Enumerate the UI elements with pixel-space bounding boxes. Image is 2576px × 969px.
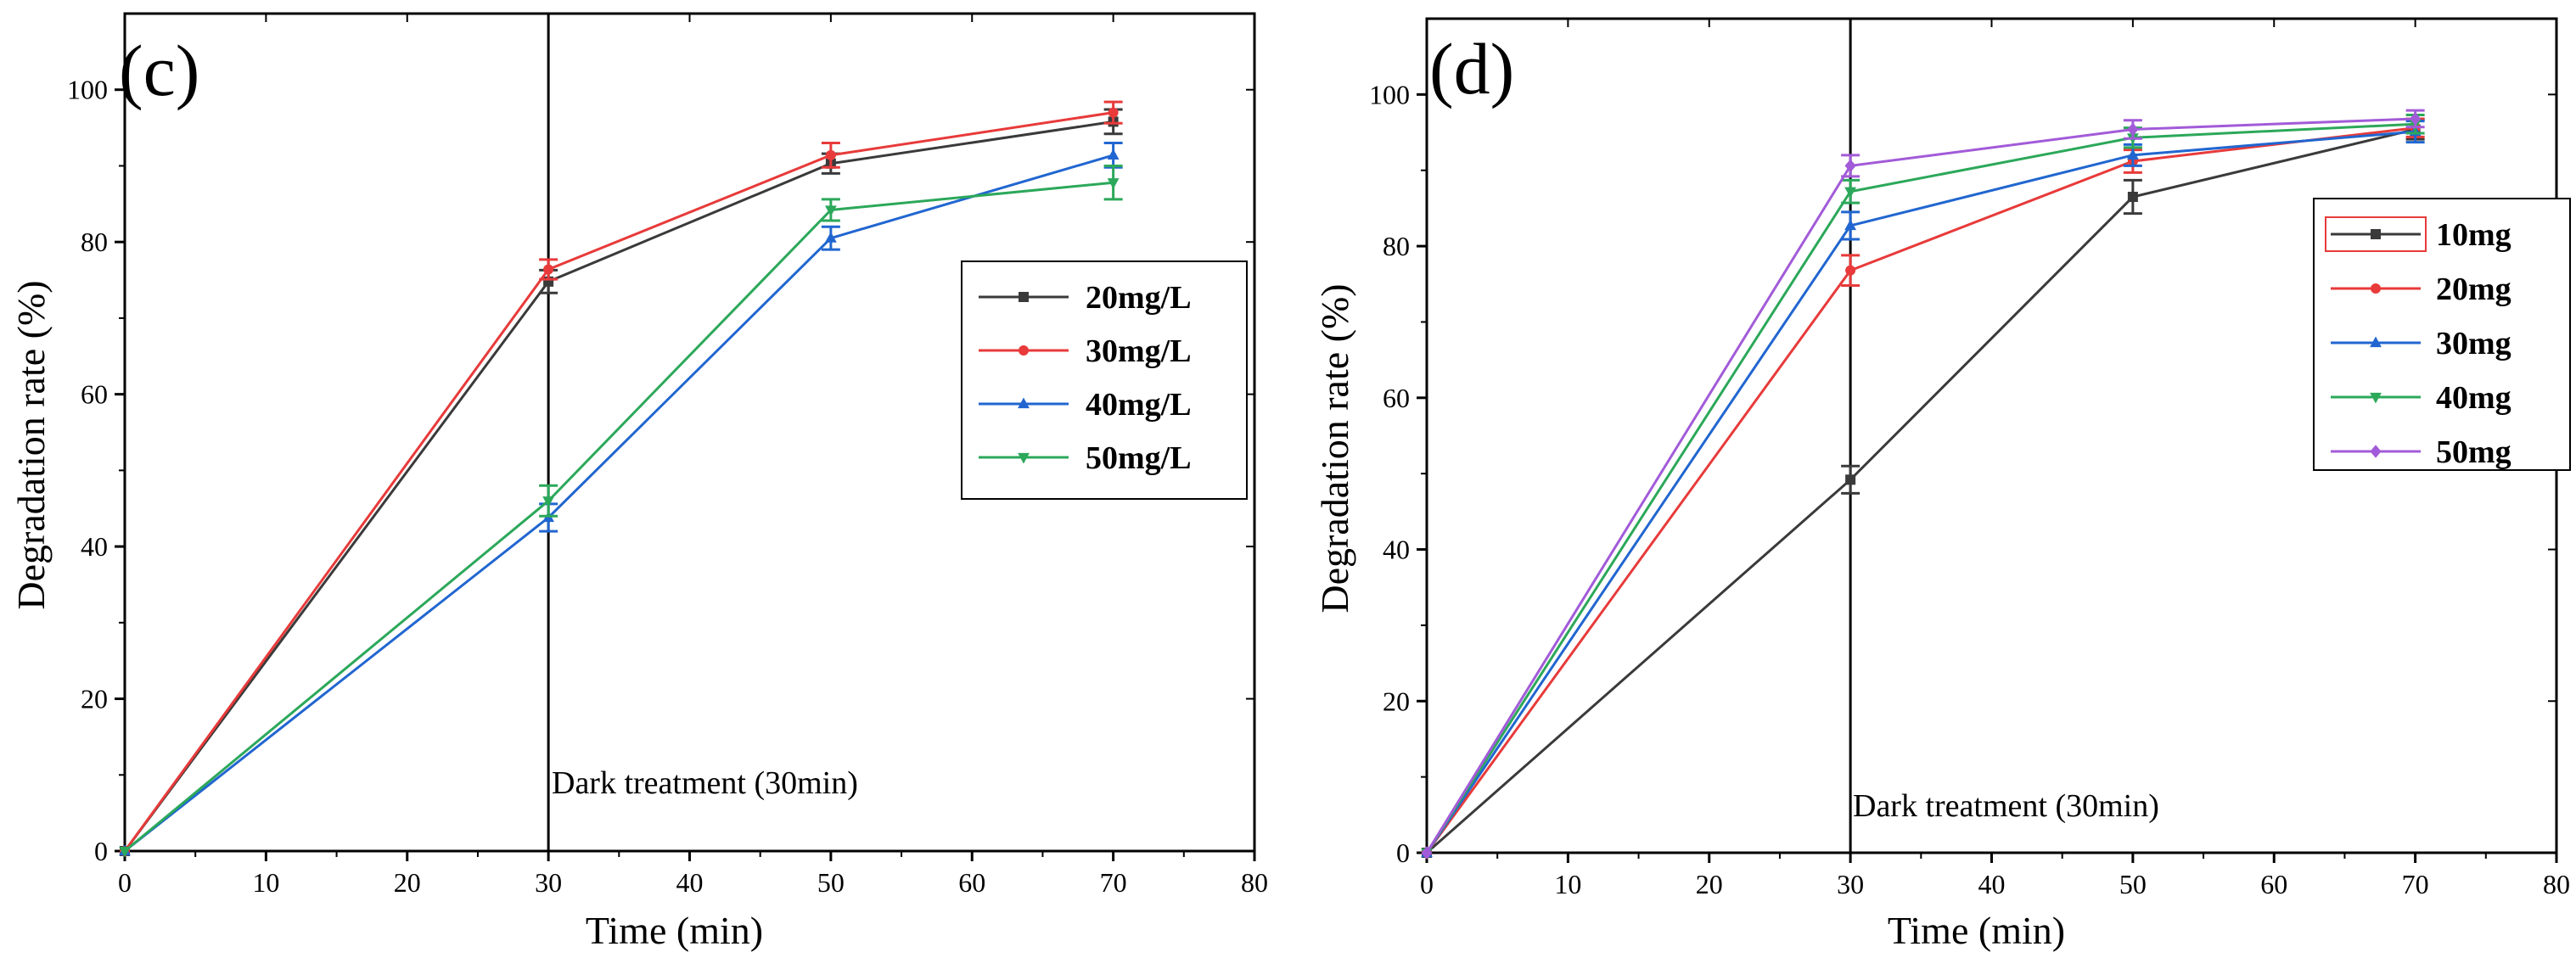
legend-entry: 30mg/L [1086,333,1192,369]
series-line [1426,128,2416,854]
series-50mg [1421,109,2425,860]
legend-box [2313,198,2571,471]
data-point [1107,178,1120,189]
series-line [124,181,1114,853]
data-point [825,149,836,160]
legend-marker [1019,292,1029,302]
x-tick-label: 10 [1554,869,1581,899]
x-tick-label: 20 [1696,869,1723,899]
series-line [1425,122,2416,854]
legend-box [961,260,1248,500]
x-tick-label: 20 [394,867,421,898]
y-tick-label: 20 [81,684,108,714]
data-point [119,846,131,858]
legend-marker [1018,397,1030,409]
chart-panel-d: 0 10 20 30 40 50 60 70 80 0 20 40 60 80 100 Time (min) D… [1313,17,2571,952]
series-30mg [1421,120,2425,858]
legend-marker [1019,345,1029,356]
y-tick-label: 80 [1383,231,1410,261]
data-point [1107,148,1120,160]
data-point [824,205,837,216]
series-40mg [1421,113,2425,860]
legend-marker [2370,336,2382,348]
x-tick-label: 0 [118,867,132,898]
x-tick-label: 80 [1241,867,1268,898]
legend-entry: 30mg [2436,326,2511,361]
series-50mg/L [119,164,1123,858]
legend-entry: 50mg [2436,434,2511,470]
x-tick-label: 70 [1100,867,1127,898]
series-line [124,154,1114,853]
data-point [1845,474,1856,485]
legend-marker [1018,452,1030,464]
data-point [1844,187,1857,199]
x-tick-label: 0 [1420,869,1434,899]
x-tick-label: 40 [676,867,704,898]
x-tick-label: 70 [2402,869,2429,899]
dark-treatment-annotation: Dark treatment (30min) [1853,788,2159,824]
series-line [123,111,1114,852]
x-tick-label: 40 [1978,869,2006,899]
y-tick-label: 40 [81,531,108,562]
chart-panel-c: 0 10 20 30 40 50 60 70 80 0 20 40 60 80 100 Time (min) D… [9,12,1268,952]
data-point [2127,192,2138,203]
x-tick-label: 30 [535,867,562,898]
legend: 20mg/L 30mg/L 40mg/L 50mg/L [961,260,1248,500]
legend: 10mg 20mg 30mg 40mg 50mg [2313,198,2571,471]
x-axis-title: Time (min) [1888,909,2065,952]
legend-marker [2370,392,2382,404]
y-tick-label: 60 [1383,383,1410,413]
x-tick-label: 50 [817,867,845,898]
y-tick-label: 100 [67,75,108,105]
y-tick-label: 0 [94,836,108,866]
y-tick-label: 60 [81,379,108,410]
x-tick-label: 30 [1837,869,1864,899]
y-tick-label: 40 [1383,535,1410,565]
y-tick-label: 100 [1369,79,1410,109]
legend-highlight [2325,216,2427,252]
y-tick-label: 80 [81,227,108,257]
x-tick-label: 60 [958,867,985,898]
legend-marker [2371,229,2381,239]
panel-label: (c) [119,30,199,111]
legend-entry: 50mg/L [1086,440,1192,476]
data-point [1844,159,1856,173]
series-20mg [1422,117,2425,858]
series-line [1425,126,2416,854]
legend-entry: 40mg/L [1086,387,1192,423]
series-10mg [1422,118,2425,858]
series-line [123,120,1114,852]
data-point [543,264,554,275]
y-tick-label: 20 [1383,686,1410,716]
dark-treatment-annotation: Dark treatment (30min) [552,765,858,801]
data-point [1845,265,1856,276]
legend-marker [2370,445,2382,458]
x-tick-label: 10 [252,867,279,898]
x-tick-label: 50 [2119,869,2147,899]
data-point [1844,219,1857,231]
x-axis-title: Time (min) [586,909,763,952]
data-point [1421,846,1433,860]
data-point [1108,107,1119,118]
panel-label: (d) [1429,28,1514,109]
y-axis-title: Degradation rate (%) [1313,283,1356,613]
legend-entry: 40mg [2436,380,2511,416]
x-tick-label: 60 [2260,869,2287,899]
data-point [542,496,555,507]
data-point [2126,148,2139,160]
y-axis-title: Degradation rate (%) [9,280,53,609]
series-line [1425,130,2416,854]
x-tick-label: 80 [2543,869,2570,899]
data-point [2410,112,2422,126]
y-tick-label: 0 [1396,837,1410,868]
legend-marker [2371,283,2381,294]
legend-entry: 20mg/L [1086,280,1192,316]
data-point [824,232,837,243]
series-line [1425,117,2416,854]
legend-entry: 20mg [2436,272,2511,307]
legend-entry: 10mg [2436,217,2511,253]
data-point [2127,122,2139,137]
